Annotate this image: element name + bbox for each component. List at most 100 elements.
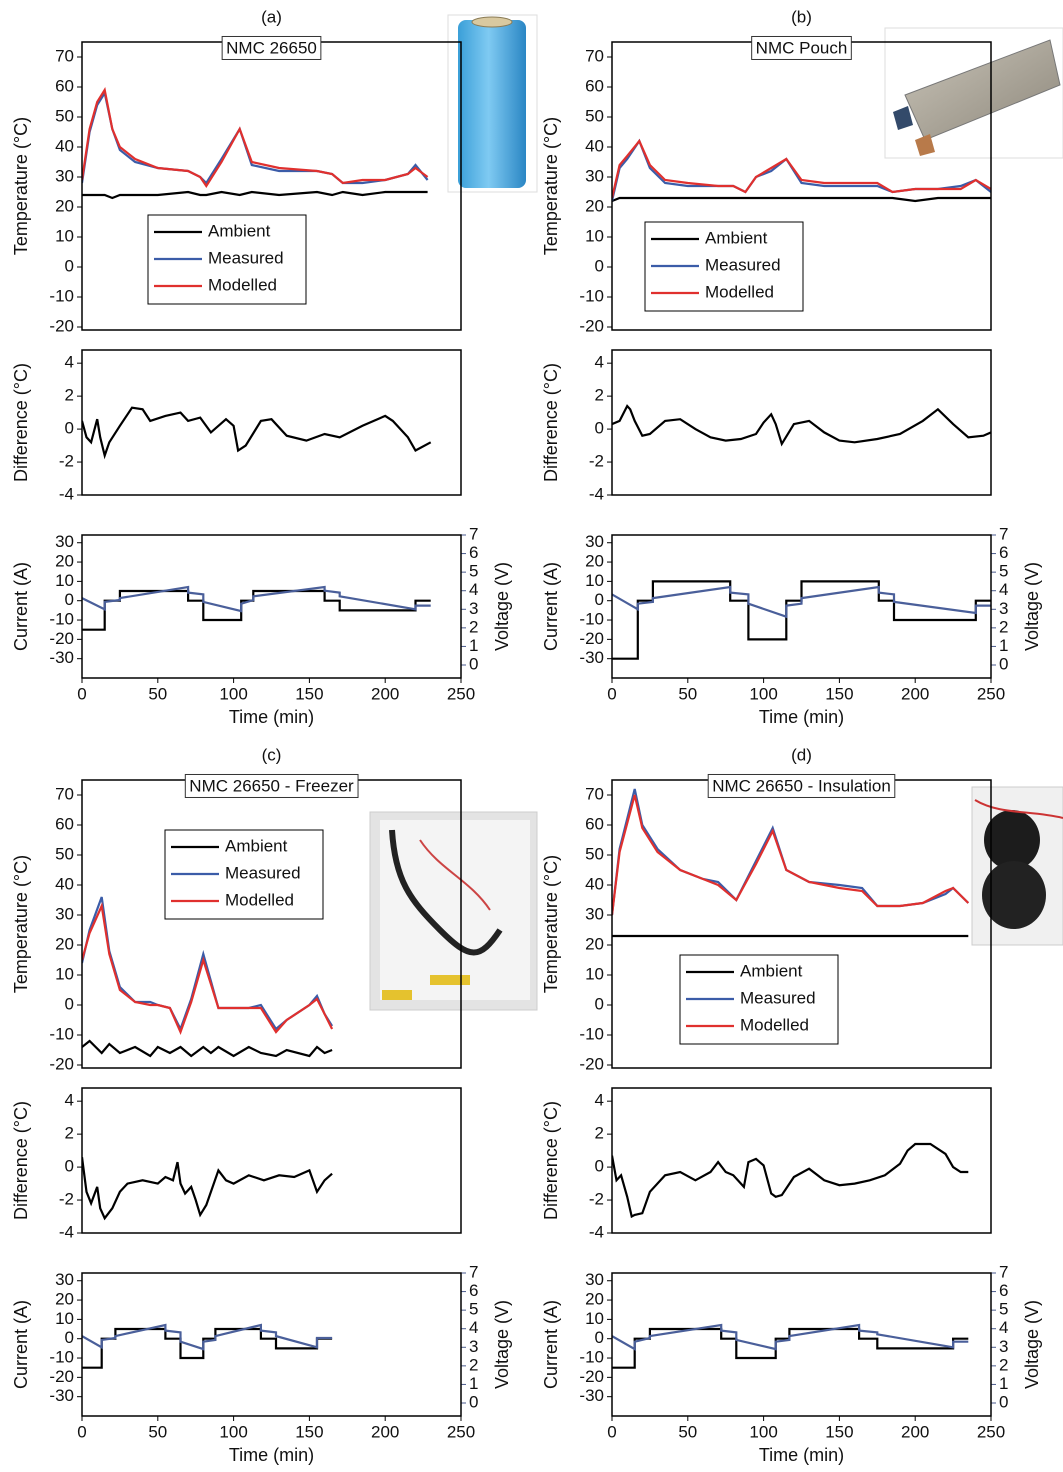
y-tick-label: -4 xyxy=(589,484,604,503)
y2-tick-label: 3 xyxy=(469,599,478,618)
y2-axis-label: Voltage (V) xyxy=(492,1300,512,1389)
annotation-box xyxy=(184,773,359,798)
x-tick-label: 0 xyxy=(607,1422,616,1441)
data-line xyxy=(612,1327,969,1369)
y2-tick-label: 3 xyxy=(469,1337,478,1356)
y-tick-label: -10 xyxy=(49,610,74,629)
y2-tick-label: 5 xyxy=(999,562,1008,581)
y-tick-label: 70 xyxy=(585,46,604,65)
x-axis-label: Time (min) xyxy=(229,1445,314,1465)
y-tick-label: 2 xyxy=(595,1124,604,1143)
y-tick-label: 60 xyxy=(585,814,604,833)
data-line xyxy=(82,1039,333,1058)
y-tick-label: 30 xyxy=(55,532,74,551)
legend: Ambient Measured Modelled xyxy=(147,214,307,305)
y-tick-label: 20 xyxy=(585,552,604,571)
y-tick-label: 20 xyxy=(55,196,74,215)
data-line xyxy=(612,138,991,199)
y-tick-label: -10 xyxy=(49,286,74,305)
y-tick-label: -10 xyxy=(49,1348,74,1367)
data-line xyxy=(82,1323,333,1351)
y2-tick-label: 2 xyxy=(469,617,478,636)
plot-frame xyxy=(81,1272,462,1417)
y2-tick-label: 4 xyxy=(999,1318,1008,1337)
y-tick-label: 0 xyxy=(595,994,604,1013)
legend: Ambient Measured Modelled xyxy=(644,221,804,312)
y2-tick-label: 6 xyxy=(999,1281,1008,1300)
y-tick-label: 2 xyxy=(595,386,604,405)
y-tick-label: 30 xyxy=(55,166,74,185)
legend-label: Ambient xyxy=(740,961,803,980)
data-line xyxy=(612,1323,969,1351)
y-tick-label: 0 xyxy=(595,419,604,438)
y-tick-label: 20 xyxy=(585,1290,604,1309)
y-tick-label: -20 xyxy=(49,316,74,335)
photo-26650-cell xyxy=(447,14,538,193)
y-tick-label: 4 xyxy=(65,353,74,372)
y-tick-label: 30 xyxy=(585,1270,604,1289)
x-tick-label: 50 xyxy=(678,684,697,703)
y-tick-label: 10 xyxy=(585,226,604,245)
y2-tick-label: 4 xyxy=(999,580,1008,599)
y-tick-label: 60 xyxy=(55,814,74,833)
y-tick-label: 40 xyxy=(585,136,604,155)
y-tick-label: -4 xyxy=(59,1222,74,1241)
y-axis-label: Current (A) xyxy=(11,562,31,651)
y-axis-label: Temperature (°C) xyxy=(541,117,561,255)
y-tick-label: 10 xyxy=(55,226,74,245)
x-tick-label: 0 xyxy=(77,1422,86,1441)
annotation: NMC 26650 xyxy=(226,38,317,57)
legend-label: Measured xyxy=(225,863,301,882)
x-tick-label: 250 xyxy=(447,1422,475,1441)
x-tick-label: 100 xyxy=(219,684,247,703)
y-tick-label: 0 xyxy=(65,1157,74,1176)
annotation-box xyxy=(707,773,896,798)
panel-title: (b) xyxy=(791,7,812,26)
y-tick-label: 0 xyxy=(595,1328,604,1347)
y-tick-label: 2 xyxy=(65,1124,74,1143)
y2-tick-label: 2 xyxy=(469,1355,478,1374)
panel-title: (a) xyxy=(261,7,282,26)
plot-frame xyxy=(81,534,462,679)
x-tick-label: 200 xyxy=(371,1422,399,1441)
y-tick-label: 0 xyxy=(595,1157,604,1176)
y-tick-label: 30 xyxy=(585,904,604,923)
y-tick-label: 30 xyxy=(585,166,604,185)
y-axis-label: Temperature (°C) xyxy=(541,855,561,993)
plot-frame xyxy=(611,1272,992,1417)
x-tick-label: 200 xyxy=(901,684,929,703)
y-tick-label: 30 xyxy=(55,904,74,923)
y-tick-label: -10 xyxy=(579,286,604,305)
y2-tick-label: 7 xyxy=(999,524,1008,543)
data-line xyxy=(82,90,429,185)
plot-frame xyxy=(611,534,992,679)
y2-tick-label: 4 xyxy=(469,1318,478,1337)
x-axis-label: Time (min) xyxy=(759,707,844,727)
y-tick-label: 40 xyxy=(55,874,74,893)
y-tick-label: 10 xyxy=(55,1309,74,1328)
x-tick-label: 250 xyxy=(977,684,1005,703)
y-tick-label: 10 xyxy=(55,964,74,983)
x-axis-label: Time (min) xyxy=(759,1445,844,1465)
y-tick-label: 10 xyxy=(585,1309,604,1328)
y-tick-label: -20 xyxy=(579,316,604,335)
legend-label: Ambient xyxy=(225,836,288,855)
y2-tick-label: 6 xyxy=(999,543,1008,562)
y-tick-label: -4 xyxy=(589,1222,604,1241)
y-tick-label: 30 xyxy=(585,532,604,551)
y-tick-label: -20 xyxy=(579,1367,604,1386)
annotation: NMC 26650 - Insulation xyxy=(712,776,891,795)
y-axis-label: Difference (°C) xyxy=(541,363,561,482)
y2-tick-label: 7 xyxy=(999,1262,1008,1281)
y-tick-label: 10 xyxy=(585,571,604,590)
y-tick-label: 4 xyxy=(595,1091,604,1110)
y-axis-label: Current (A) xyxy=(541,562,561,651)
y2-tick-label: 5 xyxy=(469,1300,478,1319)
y-tick-label: -10 xyxy=(49,1024,74,1043)
y-axis-label: Current (A) xyxy=(11,1300,31,1389)
x-tick-label: 100 xyxy=(749,1422,777,1441)
x-tick-label: 50 xyxy=(148,1422,167,1441)
y-tick-label: 70 xyxy=(55,784,74,803)
y2-tick-label: 5 xyxy=(999,1300,1008,1319)
x-tick-label: 0 xyxy=(77,684,86,703)
